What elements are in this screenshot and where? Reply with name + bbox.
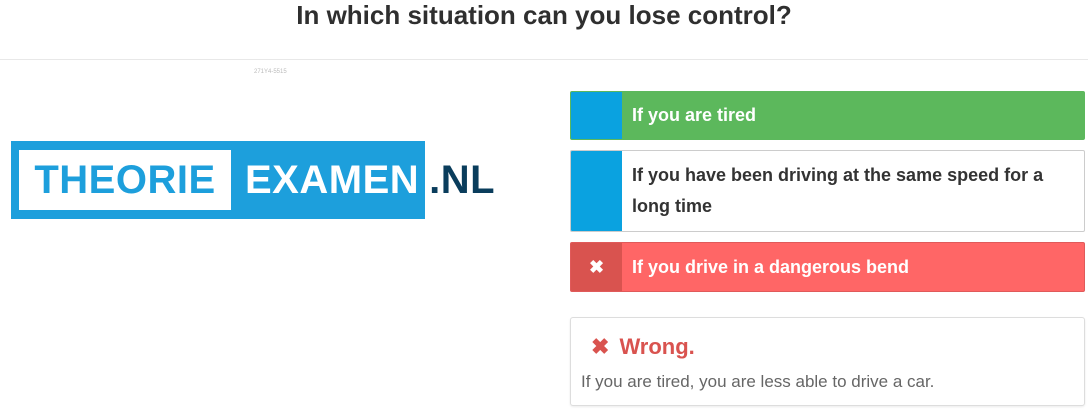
feedback-heading-text: Wrong.	[619, 334, 695, 359]
feedback-panel: ✖ Wrong. If you are tired, you are less …	[570, 317, 1085, 406]
question-title: In which situation can you lose control?	[296, 0, 792, 30]
site-logo: THEORIE EXAMEN .NL	[11, 141, 495, 219]
logo-left-block: THEORIE	[11, 141, 239, 219]
header-divider	[0, 59, 1088, 60]
answer-label: If you drive in a dangerous bend	[632, 256, 910, 277]
answer-label: If you are tired	[632, 105, 757, 125]
wrong-x-icon: ✖	[591, 334, 610, 359]
logo-part1: THEORIE	[19, 150, 231, 210]
feedback-explanation: If you are tired, you are less able to d…	[581, 372, 935, 391]
answer-option-1[interactable]: If you are tired	[570, 91, 1085, 140]
question-id: 271Y4-5515	[254, 69, 287, 75]
wrong-x-icon: ✖	[571, 243, 622, 291]
feedback-heading: ✖ Wrong.	[591, 334, 695, 360]
logo-tld: .NL	[429, 157, 496, 202]
answer-marker	[571, 92, 622, 139]
answer-marker	[571, 151, 622, 231]
answer-option-3[interactable]: ✖ If you drive in a dangerous bend	[570, 242, 1085, 292]
answer-option-2[interactable]: If you have been driving at the same spe…	[570, 150, 1085, 232]
answer-label: If you have been driving at the same spe…	[632, 165, 1044, 216]
logo-part2: EXAMEN	[239, 141, 426, 219]
